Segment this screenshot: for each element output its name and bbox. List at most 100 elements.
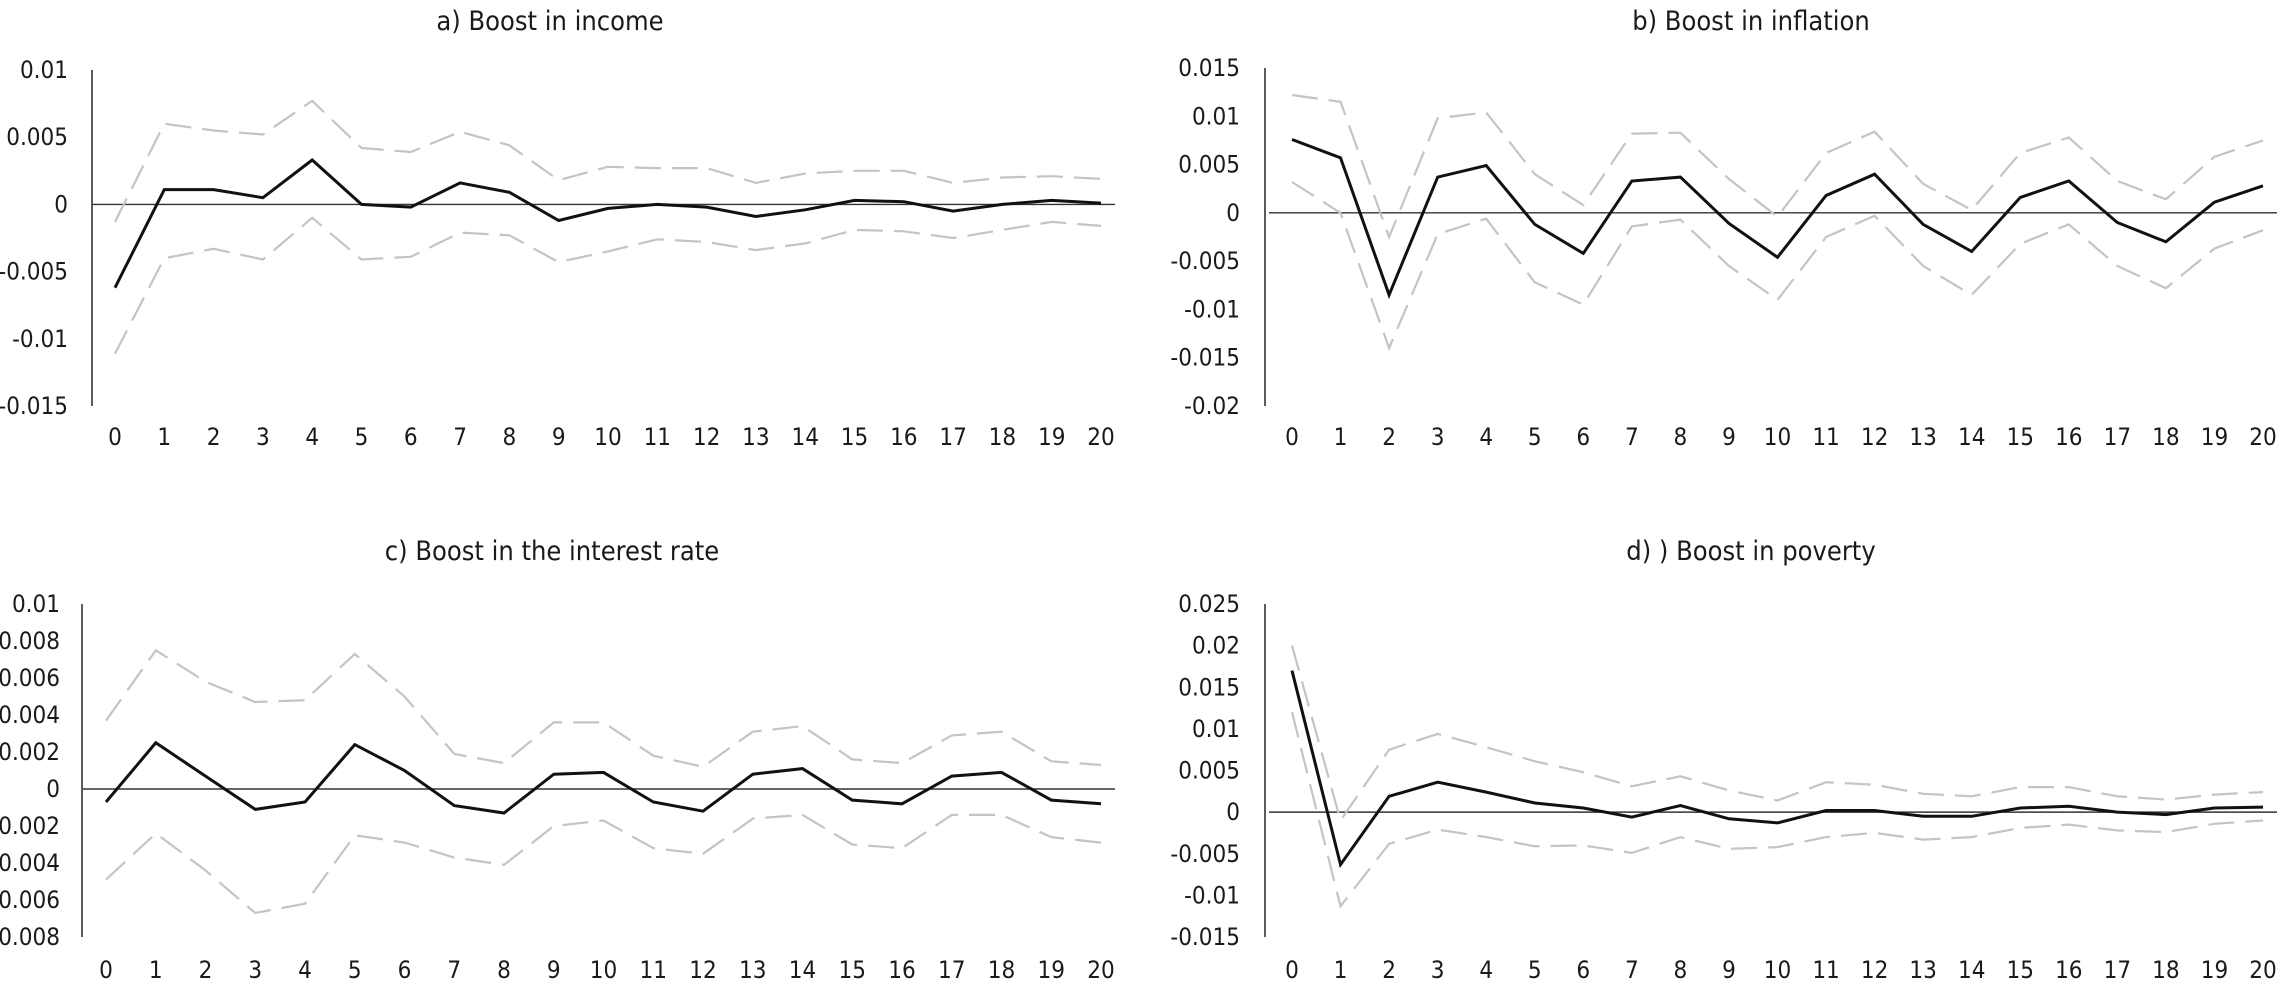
panel-title: c) Boost in the interest rate (385, 536, 719, 567)
x-tick-label: 3 (248, 956, 262, 984)
x-tick-label: 6 (398, 956, 412, 984)
y-tick-label: -0.015 (0, 392, 68, 420)
x-tick-label: 0 (99, 956, 113, 984)
y-tick-label: 0.005 (1178, 151, 1240, 179)
x-tick-labels: 0 1 2 3 4 5 6 7 8 9 10 11 12 13 14 15 16 17 18 19 20 (1285, 423, 2277, 451)
x-tick-label: 16 (2055, 423, 2082, 451)
x-tick-label: 13 (739, 956, 766, 984)
x-tick-label: 11 (1812, 423, 1839, 451)
x-tick-label: 19 (1038, 956, 1065, 984)
x-tick-label: 18 (989, 423, 1016, 451)
x-tick-label: 6 (1576, 956, 1590, 984)
x-tick-label: 9 (552, 423, 566, 451)
panel-title: b) Boost in inflation (1632, 6, 1870, 37)
x-tick-label: 11 (1812, 956, 1839, 984)
x-tick-label: 10 (1764, 423, 1791, 451)
y-tick-labels: 0.015 0.01 0.005 0 -0.005 -0.01 -0.015 -0.02 (1170, 54, 1240, 420)
x-tick-label: 6 (1576, 423, 1590, 451)
x-tick-label: 16 (890, 423, 917, 451)
x-tick-label: 13 (1909, 956, 1936, 984)
x-tick-label: 0 (1285, 956, 1299, 984)
x-tick-label: 11 (644, 423, 671, 451)
series-lines (1291, 93, 2264, 352)
x-tick-label: 4 (305, 423, 319, 451)
x-tick-label: 9 (547, 956, 561, 984)
x-tick-label: 0 (108, 423, 122, 451)
x-tick-labels: 0 1 2 3 4 5 6 7 8 9 10 11 12 13 14 15 16 17 18 19 20 (99, 956, 1115, 984)
x-tick-label: 5 (348, 956, 362, 984)
x-tick-label: 15 (839, 956, 866, 984)
panel-title: a) Boost in income (436, 6, 663, 37)
x-tick-label: 18 (988, 956, 1015, 984)
confidence-band-upper (114, 99, 1102, 223)
confidence-band-lower (114, 216, 1102, 355)
x-tick-label: 13 (1909, 423, 1936, 451)
y-tick-label: -0.004 (0, 849, 60, 877)
x-tick-label: 10 (1764, 956, 1791, 984)
x-tick-label: 19 (2201, 956, 2228, 984)
x-tick-label: 0 (1285, 423, 1299, 451)
x-tick-label: 9 (1722, 423, 1736, 451)
y-tick-label: 0.002 (0, 738, 60, 766)
x-tick-label: 12 (1861, 423, 1888, 451)
x-tick-label: 5 (1528, 423, 1542, 451)
y-tick-label: 0 (46, 775, 60, 803)
x-tick-label: 8 (503, 423, 517, 451)
x-tick-label: 11 (640, 956, 667, 984)
impulse-response-line (113, 158, 1102, 289)
x-tick-label: 20 (2249, 423, 2276, 451)
x-tick-label: 2 (207, 423, 221, 451)
y-tick-label: 0.015 (1178, 673, 1240, 701)
x-tick-label: 15 (2007, 956, 2034, 984)
x-tick-label: 1 (157, 423, 171, 451)
y-tick-label: -0.006 (0, 886, 60, 914)
y-tick-label: 0.015 (1178, 54, 1240, 82)
confidence-band-upper (1291, 93, 2264, 241)
impulse-response-line (1290, 670, 2264, 869)
x-tick-label: 20 (1087, 956, 1114, 984)
x-tick-label: 14 (791, 423, 818, 451)
x-tick-label: 4 (1479, 423, 1493, 451)
y-tick-label: -0.008 (0, 923, 60, 951)
x-tick-label: 1 (149, 956, 163, 984)
y-tick-label: 0 (1226, 199, 1240, 227)
x-tick-label: 17 (939, 423, 966, 451)
x-tick-label: 15 (2007, 423, 2034, 451)
x-tick-label: 10 (590, 956, 617, 984)
x-tick-labels: 0 1 2 3 4 5 6 7 8 9 10 11 12 13 14 15 16 17 18 19 20 (108, 423, 1115, 451)
panel-poverty: d) ) Boost in poverty 0.0250.020.0150.01… (1170, 536, 2277, 984)
x-tick-label: 17 (2104, 956, 2131, 984)
x-tick-label: 5 (355, 423, 369, 451)
y-tick-label: 0.01 (1192, 715, 1240, 743)
y-tick-label: -0.005 (0, 258, 68, 286)
x-tick-label: 19 (1038, 423, 1065, 451)
confidence-band-lower (105, 813, 1102, 915)
x-tick-label: 2 (199, 956, 213, 984)
y-tick-label: 0.008 (0, 627, 60, 655)
x-tick-label: 14 (1958, 423, 1985, 451)
x-tick-label: 20 (1087, 423, 1114, 451)
x-tick-label: 3 (256, 423, 270, 451)
x-tick-label: 18 (2152, 423, 2179, 451)
y-tick-label: -0.005 (1170, 247, 1240, 275)
x-tick-label: 2 (1382, 956, 1396, 984)
y-tick-label: 0 (1226, 798, 1240, 826)
y-tick-label: 0.01 (12, 590, 60, 618)
x-tick-label: 17 (2104, 423, 2131, 451)
y-tick-label: 0.01 (20, 56, 68, 84)
y-tick-label: -0.01 (12, 325, 68, 353)
y-tick-label: 0.02 (1192, 632, 1240, 660)
confidence-band-upper (105, 648, 1102, 768)
series-lines (1290, 645, 2264, 909)
x-tick-label: 16 (888, 956, 915, 984)
x-tick-label: 10 (594, 423, 621, 451)
x-tick-label: 7 (447, 956, 461, 984)
x-tick-label: 20 (2249, 956, 2276, 984)
y-tick-label: -0.01 (1184, 295, 1240, 323)
x-tick-label: 8 (1674, 956, 1688, 984)
panel-inflation: b) Boost in inflation 0.015 0.01 0.005 0 -0.… (1170, 6, 2277, 451)
x-tick-label: 6 (404, 423, 418, 451)
y-tick-label: -0.02 (1184, 392, 1240, 420)
x-tick-label: 1 (1334, 956, 1348, 984)
x-tick-label: 7 (1625, 956, 1639, 984)
